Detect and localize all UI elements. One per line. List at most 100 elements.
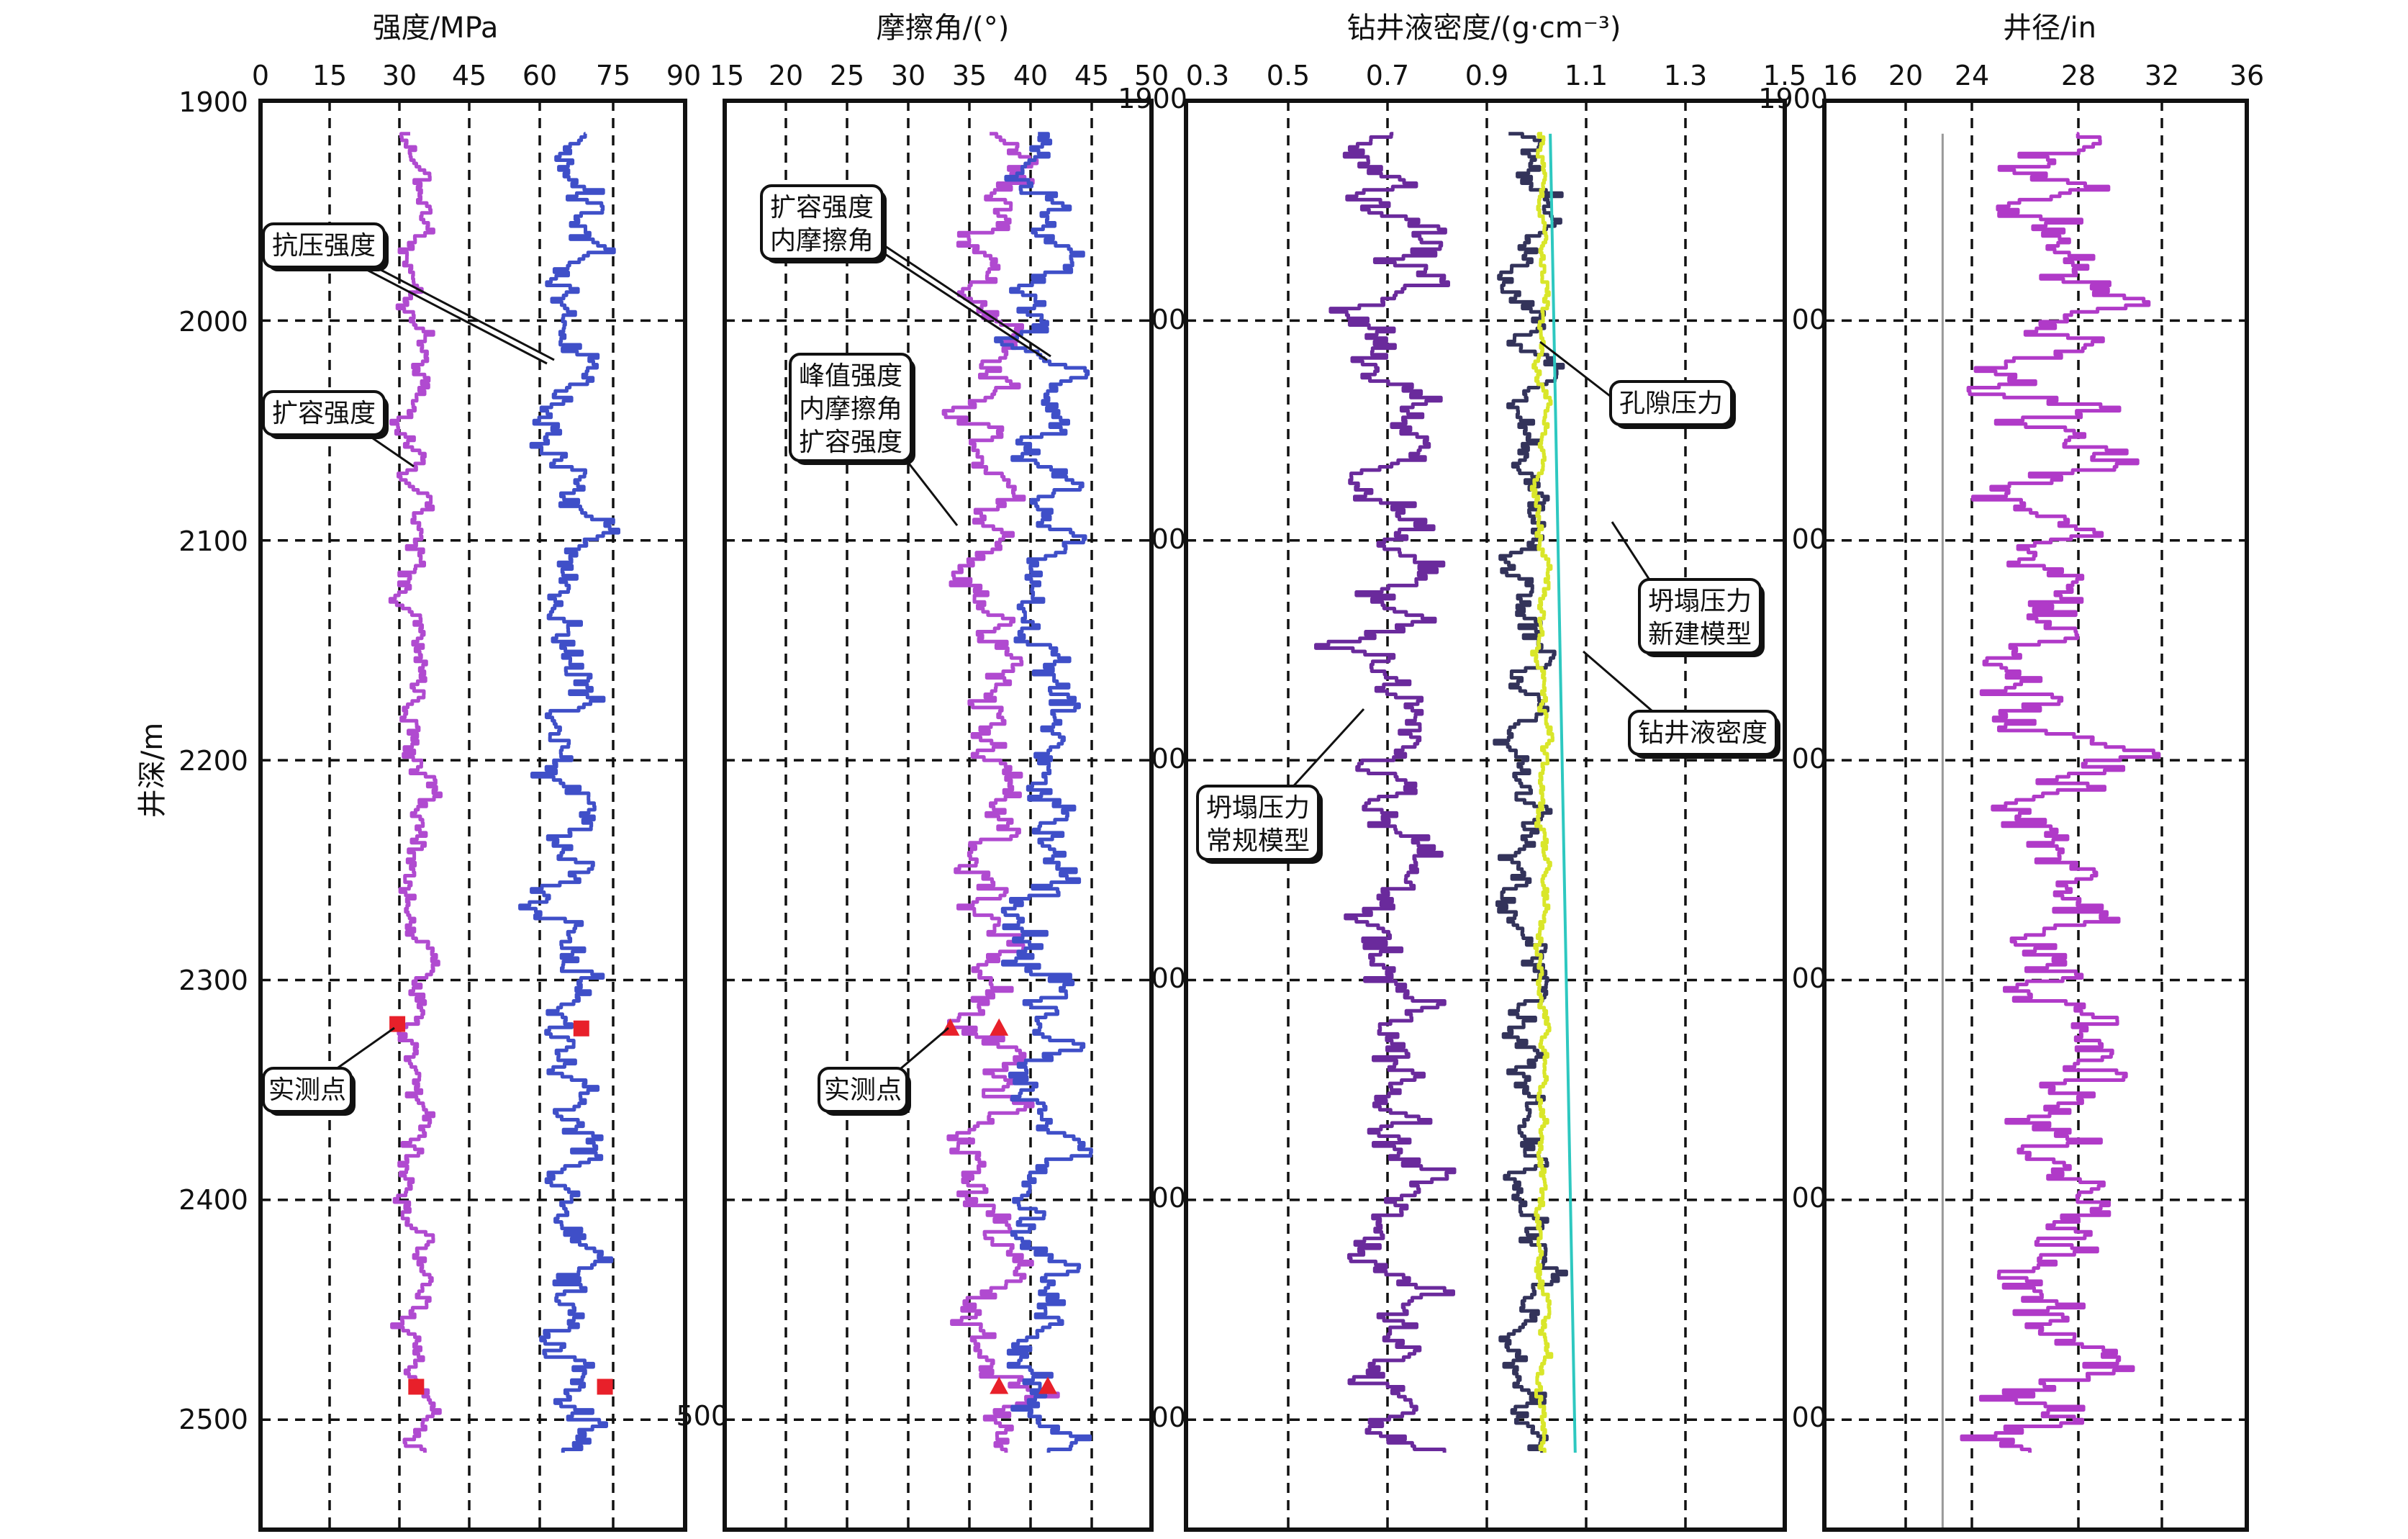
stray-label: 00 bbox=[1792, 962, 1827, 994]
x-tick-label: 0.9 bbox=[1465, 60, 1508, 91]
x-tick-label: 1.3 bbox=[1664, 60, 1707, 91]
annotation-text: 实测点 bbox=[268, 1075, 346, 1105]
annotation-text: 坍塌压力 bbox=[1206, 793, 1310, 823]
stray-label: 00 bbox=[1792, 523, 1827, 555]
series-mud_density bbox=[1529, 132, 1554, 1453]
y-tick-label: 2000 bbox=[178, 306, 248, 338]
stray-label: 00 bbox=[1151, 1182, 1186, 1214]
annotation-measured: 实测点 bbox=[818, 1026, 949, 1116]
x-tick-label: 45 bbox=[1074, 60, 1109, 91]
stray-label: 00 bbox=[1792, 1402, 1827, 1433]
series-lines bbox=[1941, 132, 2161, 1530]
y-tick-label: 2400 bbox=[178, 1184, 248, 1216]
y-tick-label: 2200 bbox=[178, 745, 248, 777]
x-tick-label: 36 bbox=[2230, 60, 2264, 91]
series-lines bbox=[388, 132, 620, 1453]
measured-point-marker bbox=[990, 1376, 1009, 1394]
x-tick-label: 32 bbox=[2145, 60, 2179, 91]
x-tick-label: 1.5 bbox=[1763, 60, 1806, 91]
x-tick-label: 0.3 bbox=[1186, 60, 1229, 91]
x-tick-label: 0 bbox=[252, 60, 269, 91]
x-tick-label: 30 bbox=[382, 60, 417, 91]
stray-label: 00 bbox=[1792, 1182, 1827, 1214]
annotation-compressive-strength: 抗压强度 bbox=[262, 222, 555, 365]
annotation-text: 抗压强度 bbox=[272, 231, 376, 261]
series-collapse_conventional bbox=[1314, 132, 1457, 1453]
annotation-text: 常规模型 bbox=[1206, 826, 1310, 856]
annotation-text: 内摩擦角 bbox=[770, 226, 874, 256]
x-tick-label: 40 bbox=[1013, 60, 1048, 91]
series-caliper bbox=[1960, 132, 2161, 1453]
x-tick-label: 60 bbox=[522, 60, 557, 91]
x-tick-label: 90 bbox=[666, 60, 701, 91]
x-tick-label: 25 bbox=[830, 60, 864, 91]
x-tick-label: 15 bbox=[710, 60, 744, 91]
track-strength: 强度/MPa 0 15 30 45 60 75 90 抗压强度 扩容强度 bbox=[252, 12, 701, 1532]
series-collapse_new bbox=[1493, 132, 1568, 1453]
measured-point-marker bbox=[573, 1020, 589, 1037]
series-lines bbox=[1314, 132, 1577, 1453]
stray-label: 00 bbox=[1151, 962, 1186, 994]
x-tick-label: 20 bbox=[1888, 60, 1923, 91]
x-tick-label: 75 bbox=[596, 60, 630, 91]
stray-label: 00 bbox=[1792, 304, 1827, 335]
measured-point-marker bbox=[408, 1378, 425, 1395]
track-title: 井径/in bbox=[2003, 12, 2096, 45]
track-friction: 摩擦角/(°) 15 20 25 30 35 40 45 50 扩容强度 内摩擦… bbox=[710, 12, 1169, 1532]
series-dilatancy bbox=[388, 132, 443, 1453]
grid-lines bbox=[725, 101, 1151, 1530]
x-tick-label: 16 bbox=[1823, 60, 1857, 91]
y-tick-labels: 1900 2000 2100 2200 2300 2400 2500 bbox=[178, 86, 248, 1435]
annotation-peak-strength: 峰值强度 内摩擦角 扩容强度 bbox=[789, 353, 959, 526]
annotation-text: 峰值强度 bbox=[799, 361, 902, 391]
x-tick-label: 0.5 bbox=[1267, 60, 1310, 91]
annotation-text: 实测点 bbox=[824, 1075, 902, 1105]
x-tick-label: 24 bbox=[1955, 60, 1989, 91]
grid-lines bbox=[261, 101, 685, 1530]
x-tick-labels: 0 15 30 45 60 75 90 bbox=[252, 60, 701, 91]
measured-points bbox=[941, 1018, 1057, 1394]
track-frame bbox=[1822, 99, 2249, 1532]
x-tick-labels: 0.3 0.5 0.7 0.9 1.1 1.3 1.5 bbox=[1186, 60, 1806, 91]
annotation-collapse-new: 坍塌压力 新建模型 bbox=[1611, 521, 1765, 657]
annotation-text: 扩容强度 bbox=[799, 428, 902, 457]
y-tick-label: 2300 bbox=[178, 965, 248, 996]
x-tick-labels: 15 20 25 30 35 40 45 50 bbox=[710, 60, 1169, 91]
annotation-dilatancy-friction: 扩容强度 内摩擦角 bbox=[760, 184, 1051, 361]
track-title: 摩擦角/(°) bbox=[877, 12, 1010, 45]
x-tick-label: 50 bbox=[1134, 60, 1169, 91]
stray-label: 00 bbox=[1151, 743, 1186, 775]
annotation-collapse-conventional: 坍塌压力 常规模型 bbox=[1196, 708, 1365, 864]
track-title: 强度/MPa bbox=[373, 12, 499, 45]
track-frame bbox=[1184, 99, 1787, 1532]
x-tick-labels: 16 20 24 28 32 36 bbox=[1823, 60, 2264, 91]
x-tick-label: 1.1 bbox=[1565, 60, 1608, 91]
stray-label: 00 bbox=[1792, 743, 1827, 775]
stray-label: 00 bbox=[1151, 523, 1186, 555]
x-tick-label: 20 bbox=[769, 60, 803, 91]
track-frame bbox=[723, 99, 1154, 1532]
series-lines bbox=[941, 132, 1093, 1453]
y-tick-label: 1900 bbox=[178, 86, 248, 118]
track-title: 钻井液密度/(g·cm⁻³) bbox=[1347, 12, 1621, 45]
x-tick-label: 28 bbox=[2061, 60, 2096, 91]
annotation-dilatancy-strength: 扩容强度 bbox=[262, 390, 415, 468]
measured-points bbox=[389, 1016, 613, 1395]
measured-point-marker bbox=[1038, 1376, 1057, 1394]
annotation-text: 坍塌压力 bbox=[1648, 587, 1752, 616]
y-tick-label: 2100 bbox=[178, 525, 248, 557]
series-dilatancy_friction bbox=[941, 132, 1060, 1453]
annotation-measured: 实测点 bbox=[262, 1026, 395, 1116]
y-axis-label: 井深/m bbox=[136, 723, 169, 818]
stray-label: 00 bbox=[1151, 1402, 1186, 1433]
annotation-text: 钻井液密度 bbox=[1638, 718, 1767, 748]
annotation-text: 新建模型 bbox=[1648, 620, 1752, 649]
annotation-pore-pressure: 孔隙压力 bbox=[1539, 340, 1736, 429]
x-tick-label: 45 bbox=[452, 60, 486, 91]
x-tick-label: 30 bbox=[891, 60, 925, 91]
annotation-text: 扩容强度 bbox=[272, 399, 376, 428]
stray-depth-labels: 1900 1900 00 00 00 00 00 00 00 00 00 00 … bbox=[676, 83, 1828, 1433]
series-compressive bbox=[518, 132, 620, 1453]
annotation-mud-density: 钻井液密度 bbox=[1583, 650, 1780, 759]
